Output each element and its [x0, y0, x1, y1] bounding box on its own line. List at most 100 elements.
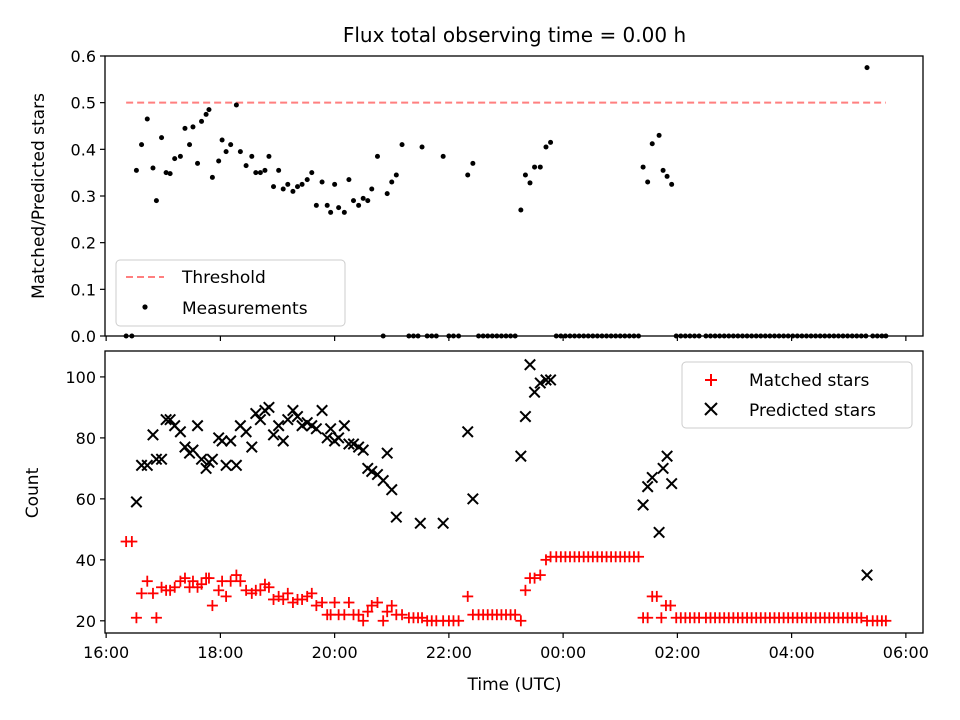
top-y-tick-label: 0.4	[71, 140, 96, 159]
predicted-star-point	[390, 511, 403, 524]
bottom-x-tick-label: 16:00	[83, 643, 129, 662]
measurement-point	[304, 177, 310, 183]
measurement-point	[309, 170, 315, 176]
bottom-x-ticks: 16:00 18:00 20:00 22:00 00:00 02:00 04:00 06:00	[83, 633, 929, 662]
predicted-star-point	[267, 428, 280, 441]
bottom-x-axis-label: Time (UTC)	[467, 675, 562, 695]
measurement-point	[356, 202, 362, 208]
matched-star-point	[263, 581, 275, 593]
matched-star-point	[642, 612, 654, 624]
predicted-star-point	[224, 435, 237, 447]
predicted-star-point	[653, 526, 665, 539]
measurement-point	[440, 153, 446, 159]
matched-star-point	[462, 590, 474, 602]
matched-star-point	[277, 593, 289, 605]
predicted-star-point	[310, 422, 323, 435]
measurement-point	[374, 153, 380, 159]
measurement-point	[522, 172, 528, 178]
measurement-point	[384, 191, 390, 197]
measurement-point	[237, 149, 243, 155]
predicted-star-point	[641, 480, 654, 493]
matched-star-point	[316, 597, 328, 609]
predicted-star-point	[343, 438, 355, 450]
predicted-star-point	[544, 374, 557, 386]
measurement-point	[159, 135, 165, 141]
predicted-star-point	[220, 459, 233, 472]
predicted-star-point	[155, 453, 168, 466]
measurement-point	[313, 202, 319, 208]
predicted-star-point	[281, 413, 294, 426]
matched-star-point	[179, 572, 191, 584]
measurement-point	[341, 209, 347, 215]
top-y-tick-label: 0.0	[71, 327, 96, 346]
measurement-point	[253, 170, 259, 176]
matched-star-point	[136, 587, 148, 599]
top-y-ticks: 0.0 0.1 0.2 0.3 0.4 0.5 0.6	[71, 47, 105, 346]
measurement-point	[465, 172, 471, 178]
measurement-point	[470, 160, 476, 166]
top-y-axis-label: Matched/Predicted stars	[29, 93, 49, 299]
predicted-star-point	[514, 450, 527, 463]
matched-star-point	[509, 609, 521, 621]
predicted-star-point	[357, 444, 370, 456]
legend-measurements-swatch	[142, 304, 148, 310]
predicted-star-point	[437, 517, 450, 530]
matched-star-point	[665, 600, 677, 612]
matched-star-point	[519, 584, 531, 596]
matched-star-point	[306, 587, 318, 599]
predicted-star-point	[272, 419, 285, 432]
measurement-point	[389, 179, 395, 185]
matched-star-point	[126, 536, 138, 548]
legend-matched-label: Matched stars	[749, 371, 869, 391]
matched-star-point	[130, 612, 142, 624]
predicted-star-point	[466, 492, 479, 505]
predicted-star-point	[287, 404, 299, 417]
predicted-star-point	[164, 413, 177, 426]
measurement-point	[664, 173, 670, 179]
predicted-star-point	[160, 413, 173, 426]
top-axes-frame	[104, 55, 924, 337]
matched-star-point	[141, 575, 153, 587]
matched-star-point	[225, 575, 237, 587]
legend-predicted-label: Predicted stars	[749, 401, 876, 421]
predicted-star-point	[179, 441, 191, 453]
predicted-star-point	[381, 447, 394, 460]
measurement-point	[299, 181, 305, 187]
predicted-star-point	[206, 453, 219, 466]
measurement-point	[532, 164, 538, 170]
matched-star-point	[366, 600, 378, 612]
matched-star-point	[203, 572, 215, 584]
measurement-point	[262, 167, 268, 173]
predicted-star-point	[861, 569, 873, 581]
predicted-star-point	[385, 483, 398, 496]
bottom-y-axis-label: Count	[23, 467, 43, 518]
measurement-point	[645, 179, 651, 185]
predicted-star-point	[195, 453, 208, 466]
measurement-point	[543, 144, 549, 150]
predicted-star-point	[216, 435, 229, 447]
measurement-point	[153, 198, 159, 204]
bottom-x-tick-label: 18:00	[197, 643, 243, 662]
measurement-point	[206, 107, 212, 113]
predicted-star-point	[147, 428, 159, 441]
predicted-star-point	[637, 499, 650, 511]
measurement-point	[195, 160, 201, 166]
predicted-star-point	[254, 413, 267, 426]
measurement-point	[177, 153, 183, 159]
matched-star-point	[150, 612, 162, 624]
predicted-star-point	[240, 425, 253, 438]
predicted-star-point	[230, 459, 243, 472]
predicted-star-point	[245, 441, 258, 453]
predicted-star-point	[249, 407, 262, 420]
matched-star-point	[196, 578, 208, 590]
matched-star-point	[381, 606, 393, 618]
measurement-point	[518, 207, 524, 213]
predicted-star-point	[332, 431, 345, 444]
top-legend-box	[115, 259, 346, 327]
measurement-point	[640, 164, 646, 170]
measurement-point	[219, 137, 225, 143]
measurement-point	[864, 65, 870, 71]
top-legend: Threshold Measurements	[115, 259, 346, 327]
bottom-y-tick-label: 100	[65, 368, 96, 387]
